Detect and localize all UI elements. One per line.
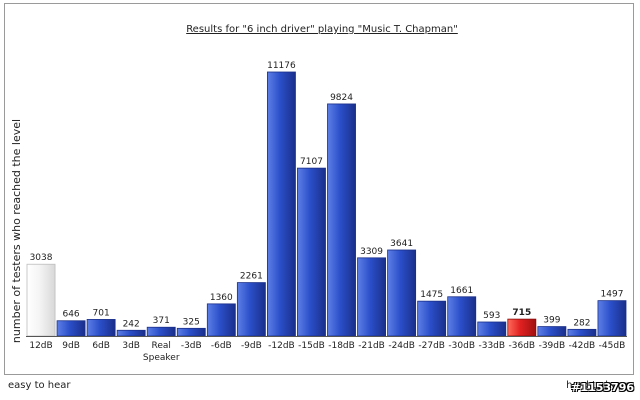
x-tick-label: 12dB bbox=[29, 341, 52, 351]
bar-value-label: 371 bbox=[153, 316, 170, 326]
x-tick-label: -30dB bbox=[448, 341, 475, 351]
bar-chart: Results for "6 inch driver" playing "Mus… bbox=[10, 24, 627, 363]
x-tick-label: -27dB bbox=[418, 341, 445, 351]
bar-value-label: 399 bbox=[543, 316, 560, 326]
bar bbox=[26, 263, 56, 337]
chart-frame: Results for "6 inch driver" playing "Mus… bbox=[4, 3, 634, 375]
bar bbox=[266, 71, 296, 337]
x-tick-label: Speaker bbox=[143, 353, 180, 363]
bar-value-label: 2261 bbox=[240, 272, 263, 282]
bar bbox=[56, 320, 86, 337]
bar-value-label: 646 bbox=[62, 310, 79, 320]
y-axis-label: number of testers who reached the level bbox=[10, 119, 23, 343]
bar bbox=[357, 257, 386, 337]
x-tick-label: -3dB bbox=[181, 341, 202, 351]
bar bbox=[297, 167, 326, 337]
bar-value-label: 1360 bbox=[210, 293, 233, 303]
watermark: #1153796 bbox=[571, 381, 634, 394]
bar bbox=[116, 329, 146, 337]
bar-value-label: 701 bbox=[93, 308, 110, 318]
bar bbox=[176, 327, 206, 337]
bar bbox=[327, 103, 356, 337]
bar-value-label: 593 bbox=[483, 311, 500, 321]
bar bbox=[146, 326, 176, 337]
bar-value-label: 282 bbox=[573, 318, 590, 328]
bar-value-label: 325 bbox=[183, 317, 200, 327]
bar-value-label: 1497 bbox=[601, 290, 624, 300]
bar bbox=[507, 318, 537, 337]
x-tick-label: -18dB bbox=[328, 341, 355, 351]
bar-value-label: 715 bbox=[512, 308, 531, 318]
x-tick-label: -6dB bbox=[211, 341, 232, 351]
hard-to-hear-label: hard to hear bbox=[566, 380, 628, 391]
bar-value-label: 11176 bbox=[267, 61, 296, 71]
x-tick-label: -24dB bbox=[388, 341, 415, 351]
bar bbox=[597, 300, 627, 337]
bar-value-label: 3038 bbox=[30, 253, 53, 263]
bar bbox=[447, 296, 477, 337]
x-tick-label: -36dB bbox=[509, 341, 536, 351]
bar-value-label: 3641 bbox=[390, 239, 413, 249]
x-tick-label: 6dB bbox=[92, 341, 110, 351]
bar bbox=[206, 303, 236, 337]
bar bbox=[236, 282, 266, 337]
x-tick-label: -12dB bbox=[268, 341, 295, 351]
x-tick-label: -45dB bbox=[599, 341, 626, 351]
bar bbox=[537, 326, 567, 337]
bar bbox=[477, 321, 507, 337]
x-tick-label: 3dB bbox=[122, 341, 140, 351]
x-tick-label: Real bbox=[152, 341, 171, 351]
bar-value-label: 242 bbox=[123, 319, 140, 329]
bar bbox=[86, 319, 116, 337]
bar-value-label: 9824 bbox=[330, 93, 353, 103]
bar-value-label: 1661 bbox=[450, 286, 473, 296]
x-tick-label: -21dB bbox=[358, 341, 385, 351]
bar bbox=[567, 328, 597, 337]
x-tick-label: -9dB bbox=[241, 341, 262, 351]
easy-to-hear-label: easy to hear bbox=[8, 380, 71, 391]
bar-value-label: 1475 bbox=[420, 290, 443, 300]
bar bbox=[417, 300, 447, 337]
x-tick-label: -42dB bbox=[569, 341, 596, 351]
x-tick-label: -15dB bbox=[298, 341, 325, 351]
x-tick-label: -33dB bbox=[478, 341, 505, 351]
chart-title: Results for "6 inch driver" playing "Mus… bbox=[186, 24, 458, 35]
bar bbox=[387, 249, 417, 337]
x-tick-label: 9dB bbox=[62, 341, 80, 351]
x-tick-label: -39dB bbox=[539, 341, 566, 351]
bar-value-label: 3309 bbox=[360, 247, 383, 257]
bar-value-label: 7107 bbox=[300, 157, 323, 167]
